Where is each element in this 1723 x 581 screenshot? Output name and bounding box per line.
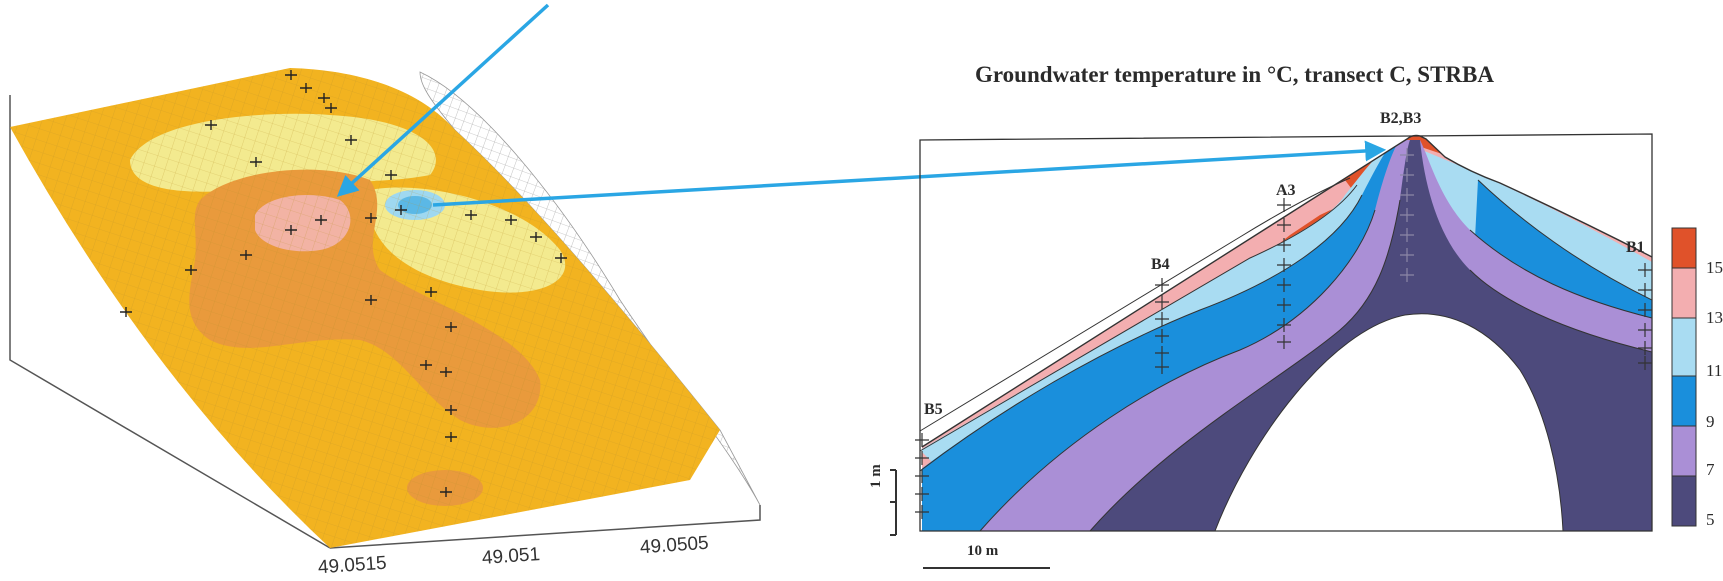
section-frame [919, 133, 1653, 532]
legend-swatch-15 [1671, 227, 1697, 269]
legend-tick-5: 5 [1706, 510, 1715, 529]
legend-tick-13: 13 [1706, 308, 1723, 327]
section-title: Groundwater temperature in °C, transect … [975, 62, 1494, 87]
legend-swatch-13 [1671, 267, 1697, 319]
scale-vertical-label: 1 m [868, 464, 884, 488]
borehole-label-a3: A3 [1276, 182, 1296, 199]
legend-tick-15: 15 [1706, 258, 1723, 277]
borehole-label-b1: B1 [1626, 239, 1645, 256]
borehole-label-b5: B5 [924, 401, 943, 418]
core-blank [1215, 313, 1563, 531]
surface-mesh [10, 68, 720, 548]
legend-swatch-7 [1671, 425, 1697, 477]
borehole-label-b2-b3: B2,B3 [1380, 110, 1422, 127]
scale-bars [890, 469, 1050, 569]
scale-horizontal-label: 10 m [967, 543, 999, 559]
legend-swatch-11 [1671, 317, 1697, 377]
band-lines [919, 134, 1653, 532]
legend-colorbar [1671, 227, 1697, 527]
plot-frame-left [9, 95, 331, 549]
borehole-label-b4: B4 [1151, 256, 1170, 273]
surface-plot [9, 3, 1387, 549]
legend-swatch-9 [1671, 375, 1697, 427]
borehole-markers-center [1400, 148, 1414, 282]
legend-tick-9: 9 [1706, 412, 1715, 431]
pointer-arrow-1 [336, 3, 550, 197]
plot-frame-bottom [329, 505, 761, 549]
legend-tick-11: 11 [1706, 361, 1723, 380]
borehole-markers [915, 198, 1652, 519]
legend-swatch-5 [1671, 475, 1697, 527]
axis-tick-49-051: 49.051 [481, 543, 541, 570]
legend-tick-7: 7 [1706, 460, 1715, 479]
surface-markers [120, 70, 567, 497]
pointer-arrow-2 [432, 140, 1387, 207]
